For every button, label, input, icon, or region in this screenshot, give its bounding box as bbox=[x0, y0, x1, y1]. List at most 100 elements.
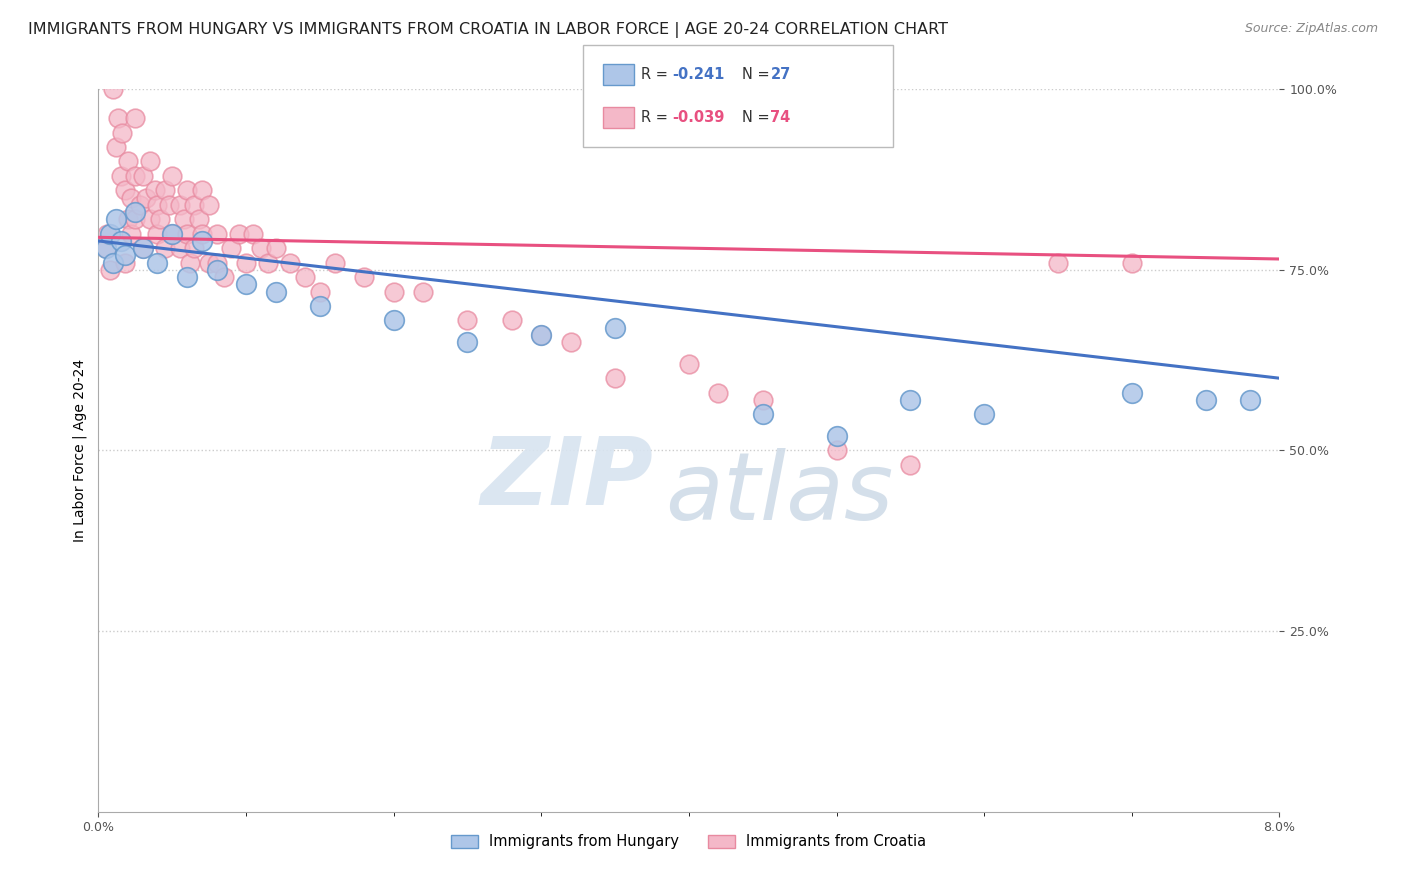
Point bbox=[309, 285, 332, 299]
Point bbox=[205, 255, 228, 269]
Point bbox=[678, 357, 700, 371]
Point bbox=[162, 227, 183, 241]
Point bbox=[191, 227, 214, 241]
Point bbox=[1195, 392, 1218, 407]
Point bbox=[235, 255, 257, 269]
Point bbox=[605, 320, 627, 334]
Point bbox=[162, 227, 183, 241]
Text: R =: R = bbox=[641, 67, 672, 82]
Point bbox=[120, 191, 142, 205]
Point bbox=[212, 270, 235, 285]
Point bbox=[530, 327, 553, 342]
Point bbox=[264, 241, 287, 255]
Point bbox=[973, 407, 995, 421]
Point bbox=[162, 169, 183, 183]
Text: IMMIGRANTS FROM HUNGARY VS IMMIGRANTS FROM CROATIA IN LABOR FORCE | AGE 20-24 CO: IMMIGRANTS FROM HUNGARY VS IMMIGRANTS FR… bbox=[28, 22, 948, 38]
Point bbox=[128, 198, 150, 212]
Point bbox=[117, 212, 139, 227]
Legend: Immigrants from Hungary, Immigrants from Croatia: Immigrants from Hungary, Immigrants from… bbox=[446, 829, 932, 855]
Point bbox=[382, 313, 405, 327]
Point bbox=[242, 227, 264, 241]
Point bbox=[107, 111, 129, 125]
Point bbox=[146, 255, 169, 269]
Point bbox=[280, 255, 302, 269]
Point bbox=[560, 334, 582, 349]
Point bbox=[135, 191, 157, 205]
Point bbox=[264, 285, 287, 299]
Point bbox=[323, 255, 346, 269]
Text: ZIP: ZIP bbox=[481, 434, 654, 525]
Point bbox=[114, 248, 136, 262]
Point bbox=[205, 227, 228, 241]
Point bbox=[169, 241, 191, 255]
Point bbox=[825, 443, 848, 458]
Point bbox=[146, 198, 169, 212]
Point bbox=[250, 241, 273, 255]
Point bbox=[176, 227, 198, 241]
Point bbox=[191, 183, 214, 197]
Point bbox=[132, 241, 155, 255]
Point bbox=[1121, 255, 1143, 269]
Point bbox=[157, 198, 180, 212]
Point bbox=[124, 111, 146, 125]
Point bbox=[173, 212, 195, 227]
Point bbox=[132, 241, 155, 255]
Text: 74: 74 bbox=[770, 110, 790, 125]
Point bbox=[707, 385, 730, 400]
Point bbox=[187, 212, 209, 227]
Point bbox=[205, 262, 228, 277]
Point bbox=[752, 407, 775, 421]
Point bbox=[530, 327, 553, 342]
Text: N =: N = bbox=[742, 110, 775, 125]
Point bbox=[412, 285, 434, 299]
Point bbox=[1121, 385, 1143, 400]
Y-axis label: In Labor Force | Age 20-24: In Labor Force | Age 20-24 bbox=[73, 359, 87, 542]
Point bbox=[825, 429, 848, 443]
Point bbox=[114, 255, 136, 269]
Point bbox=[179, 255, 201, 269]
Point bbox=[228, 227, 250, 241]
Point bbox=[457, 334, 479, 349]
Point bbox=[96, 227, 118, 241]
Point bbox=[191, 234, 214, 248]
Point bbox=[120, 227, 142, 241]
Point bbox=[149, 212, 172, 227]
Point bbox=[124, 212, 146, 227]
Text: atlas: atlas bbox=[665, 449, 894, 540]
Point bbox=[900, 392, 922, 407]
Point bbox=[457, 313, 479, 327]
Point bbox=[105, 212, 128, 227]
Point bbox=[198, 198, 221, 212]
Point bbox=[176, 270, 198, 285]
Text: R =: R = bbox=[641, 110, 672, 125]
Point bbox=[501, 313, 523, 327]
Point bbox=[752, 392, 775, 407]
Point bbox=[143, 183, 166, 197]
Point bbox=[605, 371, 627, 385]
Text: -0.241: -0.241 bbox=[672, 67, 724, 82]
Point bbox=[309, 299, 332, 313]
Point bbox=[98, 227, 121, 241]
Point bbox=[117, 154, 139, 169]
Point bbox=[1046, 255, 1070, 269]
Point bbox=[139, 154, 162, 169]
Point bbox=[153, 241, 176, 255]
Point bbox=[235, 277, 257, 292]
Point bbox=[94, 241, 117, 255]
Point bbox=[198, 255, 221, 269]
Text: Source: ZipAtlas.com: Source: ZipAtlas.com bbox=[1244, 22, 1378, 36]
Point bbox=[353, 270, 375, 285]
Point bbox=[105, 140, 128, 154]
Point bbox=[294, 270, 316, 285]
Point bbox=[146, 227, 169, 241]
Text: 27: 27 bbox=[770, 67, 790, 82]
Point bbox=[114, 183, 136, 197]
Point bbox=[221, 241, 243, 255]
Point bbox=[183, 198, 205, 212]
Point bbox=[139, 212, 162, 227]
Point bbox=[382, 285, 405, 299]
Point bbox=[110, 234, 132, 248]
Point bbox=[132, 169, 155, 183]
Point bbox=[183, 241, 205, 255]
Point bbox=[257, 255, 280, 269]
